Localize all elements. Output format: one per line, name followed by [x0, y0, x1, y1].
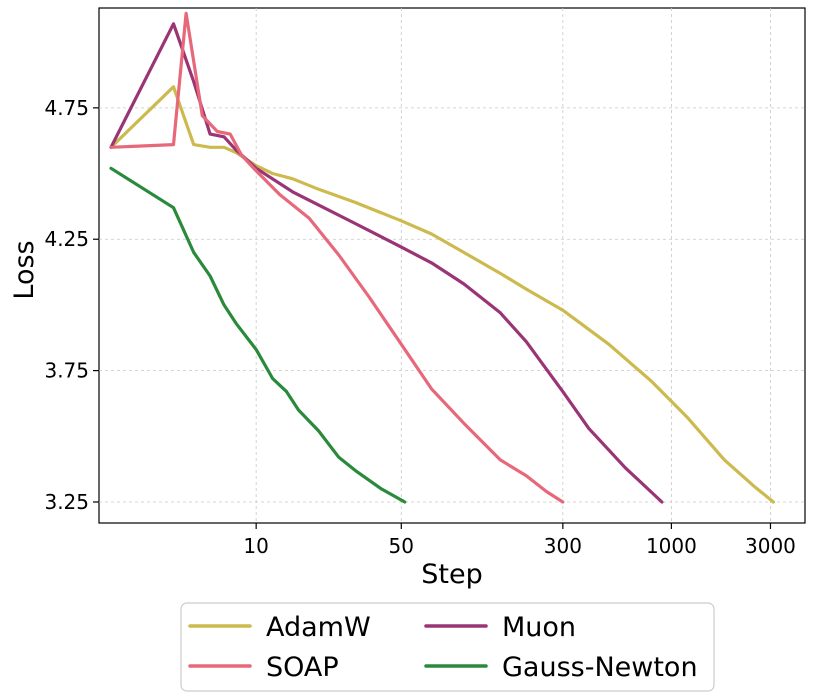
- gridlines: [99, 8, 805, 523]
- x-tick-label: 300: [544, 534, 582, 558]
- x-axis-label: Step: [421, 559, 482, 590]
- y-tick-label: 4.25: [44, 227, 89, 251]
- y-tick-label: 3.75: [44, 359, 89, 383]
- y-tick-label: 4.75: [44, 96, 89, 120]
- series-line-gauss-newton: [109, 166, 407, 504]
- x-axis-ticks: 10 50 300 1000 3000: [243, 523, 796, 558]
- legend-box: [180, 602, 715, 692]
- legend-label-muon: Muon: [502, 612, 576, 643]
- plot-area: [98, 7, 806, 524]
- series-line-soap: [109, 11, 565, 504]
- legend: AdamW Muon SOAP Gauss-Newton: [180, 602, 715, 692]
- series-line-muon: [109, 22, 664, 504]
- x-tick-label: 50: [389, 534, 414, 558]
- legend-label-adamw: AdamW: [266, 612, 371, 643]
- legend-label-gauss-newton: Gauss-Newton: [502, 652, 698, 683]
- series-lines: [109, 11, 775, 504]
- series-line-adamw: [109, 85, 775, 504]
- y-axis-label: Loss: [9, 240, 40, 299]
- x-tick-label: 10: [243, 534, 268, 558]
- x-tick-label: 3000: [745, 534, 796, 558]
- y-tick-label: 3.25: [44, 490, 89, 514]
- y-axis-ticks: 3.25 3.75 4.25 4.75: [44, 96, 99, 514]
- legend-label-soap: SOAP: [266, 652, 339, 683]
- x-tick-label: 1000: [646, 534, 697, 558]
